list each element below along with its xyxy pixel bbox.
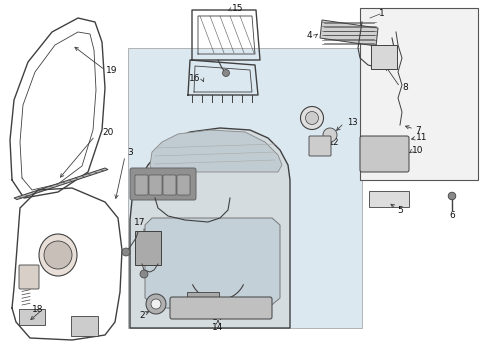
FancyBboxPatch shape [360, 8, 478, 180]
FancyBboxPatch shape [71, 316, 98, 336]
FancyBboxPatch shape [130, 168, 196, 200]
Circle shape [151, 299, 161, 309]
FancyBboxPatch shape [149, 175, 162, 195]
Text: 12: 12 [328, 138, 339, 147]
Circle shape [300, 107, 323, 130]
Circle shape [323, 128, 337, 142]
Circle shape [44, 241, 72, 269]
Text: 2: 2 [139, 311, 145, 320]
Circle shape [122, 248, 130, 256]
Circle shape [305, 112, 318, 125]
Polygon shape [320, 20, 378, 46]
Circle shape [222, 69, 229, 77]
Text: 11: 11 [416, 134, 428, 143]
Polygon shape [145, 218, 280, 308]
Text: 1: 1 [379, 9, 385, 18]
Text: 16: 16 [189, 73, 200, 82]
Text: 19: 19 [106, 66, 118, 75]
Circle shape [448, 192, 456, 200]
FancyBboxPatch shape [163, 175, 176, 195]
Polygon shape [150, 130, 282, 172]
Text: 17: 17 [134, 217, 146, 226]
FancyBboxPatch shape [309, 136, 331, 156]
Polygon shape [130, 128, 290, 328]
FancyBboxPatch shape [369, 191, 409, 207]
FancyBboxPatch shape [177, 175, 190, 195]
FancyBboxPatch shape [19, 265, 39, 289]
Text: 13: 13 [347, 117, 357, 126]
FancyBboxPatch shape [135, 231, 161, 265]
FancyBboxPatch shape [371, 45, 397, 69]
Text: 18: 18 [32, 306, 44, 315]
Text: 4: 4 [306, 31, 312, 40]
FancyBboxPatch shape [360, 136, 409, 172]
FancyBboxPatch shape [19, 309, 45, 325]
FancyBboxPatch shape [170, 297, 272, 319]
Text: 14: 14 [212, 314, 224, 323]
Text: 9: 9 [315, 116, 320, 125]
Circle shape [140, 270, 148, 278]
Text: 5: 5 [397, 206, 403, 215]
Text: 6: 6 [449, 211, 455, 220]
Text: 8: 8 [402, 84, 408, 93]
FancyBboxPatch shape [135, 175, 148, 195]
Text: 3: 3 [127, 148, 133, 157]
Text: 20: 20 [102, 127, 114, 136]
Polygon shape [128, 48, 362, 328]
Text: 10: 10 [412, 145, 424, 154]
Ellipse shape [39, 234, 77, 276]
Polygon shape [14, 168, 108, 199]
FancyBboxPatch shape [187, 292, 219, 306]
Text: 7: 7 [415, 126, 421, 135]
Text: 15: 15 [232, 4, 244, 13]
Circle shape [146, 294, 166, 314]
Text: 14: 14 [212, 323, 224, 332]
